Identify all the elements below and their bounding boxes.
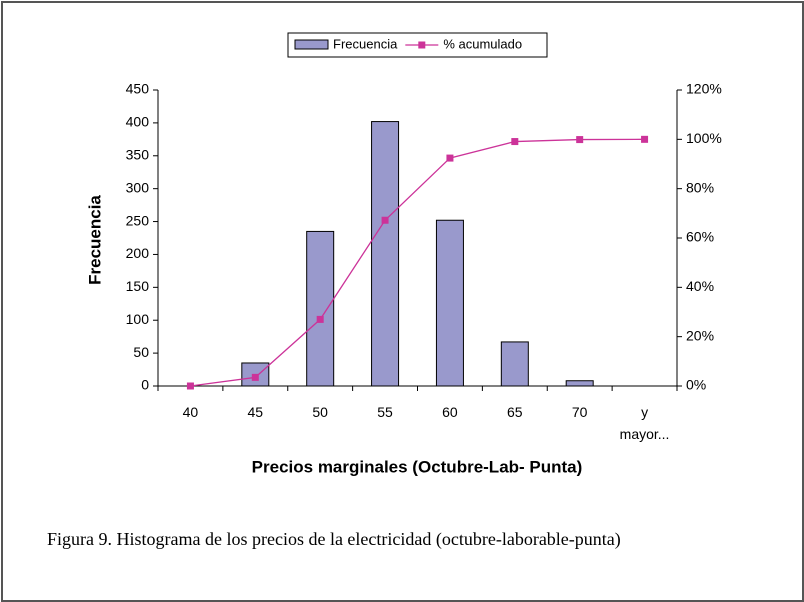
bar: [500, 341, 529, 387]
y-tick-label: 300: [126, 179, 150, 195]
bar: [306, 230, 335, 387]
y2-tick-label: 60%: [686, 229, 714, 245]
legend-swatch: [418, 41, 426, 49]
y-tick-label: 400: [126, 114, 150, 130]
y-tick-label: 50: [133, 344, 149, 360]
line-marker: [576, 136, 584, 144]
x-tick-label: 50: [312, 404, 328, 420]
y2-tick-label: 80%: [686, 179, 714, 195]
line-marker: [381, 216, 389, 224]
line-marker: [446, 154, 454, 162]
line-marker: [186, 382, 194, 390]
y2-tick-label: 100%: [686, 130, 722, 146]
x-tick-label: 60: [442, 404, 458, 420]
legend-label: Frecuencia: [333, 36, 398, 51]
x-tick-label: 70: [571, 404, 588, 420]
bar: [371, 121, 400, 387]
y2-tick-label: 0%: [686, 377, 706, 393]
line-marker: [251, 373, 259, 381]
x-tick-label: 65: [507, 404, 523, 420]
line: [190, 138, 645, 387]
bar: [565, 380, 594, 387]
y-tick-label: 150: [126, 278, 150, 294]
y2-tick-label: 20%: [686, 327, 714, 343]
x-tick-label: 55: [377, 404, 393, 420]
y-tick-label: 100: [126, 311, 150, 327]
caption: Figura 9. Histograma de los precios de l…: [47, 529, 621, 549]
y-tick-label: 350: [126, 146, 150, 162]
y-tick-label: 450: [126, 81, 150, 97]
x-tick-label: y mayor...: [619, 404, 670, 442]
y-tick-label: 0: [141, 377, 149, 393]
y2-tick-label: 40%: [686, 278, 714, 294]
x-tick-label: 40: [182, 404, 199, 420]
y2-tick-label: 120%: [686, 81, 722, 97]
x-tick-label: 45: [247, 404, 264, 420]
legend-label: % acumulado: [443, 36, 522, 51]
line-marker: [316, 315, 324, 323]
y-axis-title: Frecuencia: [85, 195, 104, 285]
y-tick-label: 200: [126, 245, 150, 261]
line-marker: [511, 138, 519, 146]
bar: [435, 219, 464, 387]
x-axis-title: Precios marginales (Octubre-Lab- Punta): [252, 457, 583, 476]
y-tick-label: 250: [126, 212, 150, 228]
legend-swatch: [294, 39, 329, 50]
line-marker: [641, 135, 649, 143]
